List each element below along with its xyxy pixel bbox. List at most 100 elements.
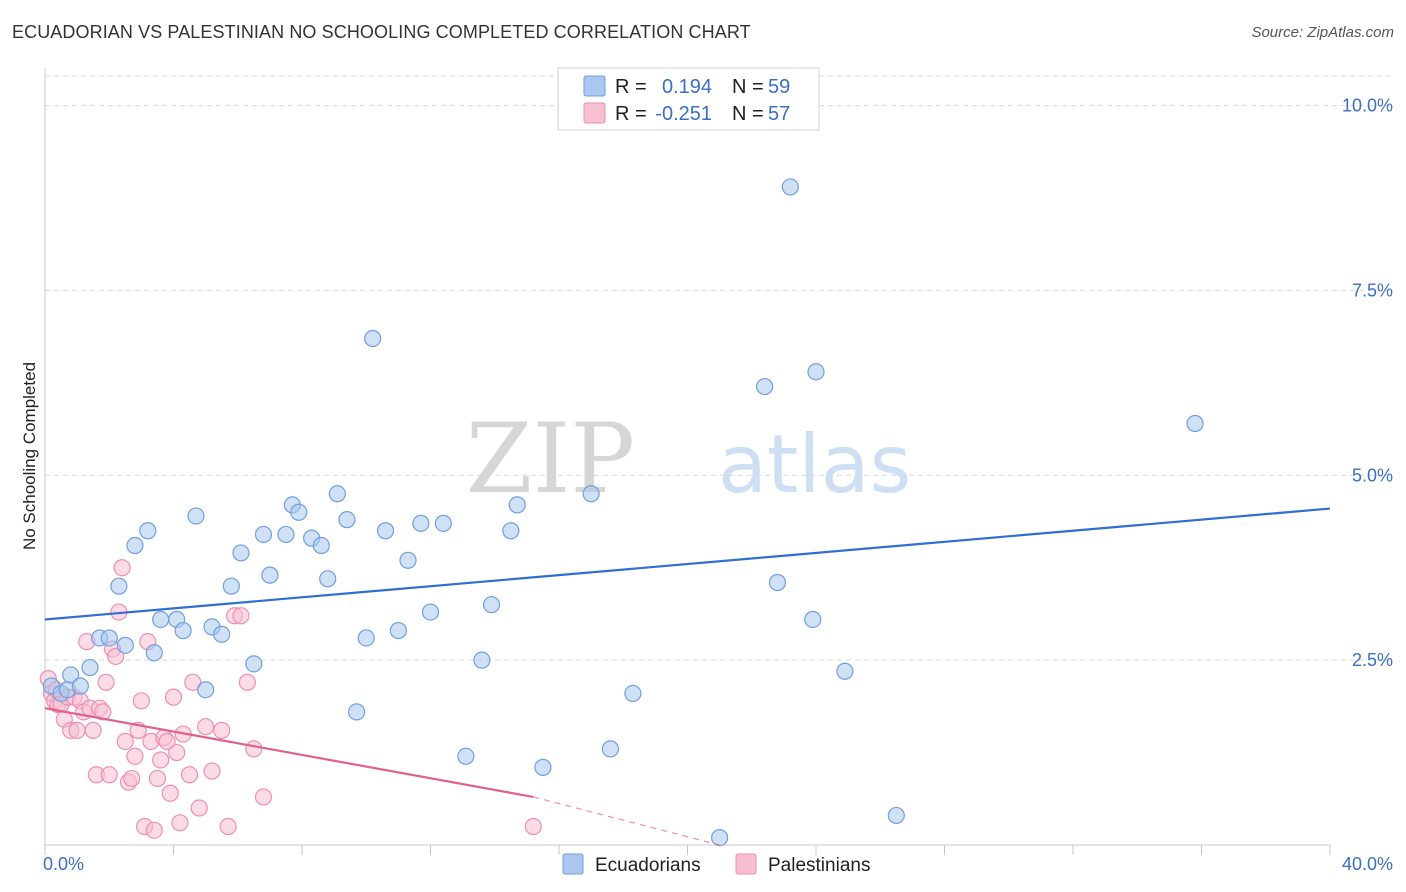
ecuadorians-point bbox=[887, 806, 905, 825]
palestinians-point bbox=[161, 784, 179, 802]
ecuadorians-point bbox=[110, 577, 128, 595]
palestinians-point bbox=[219, 817, 237, 836]
palestinians-point bbox=[197, 718, 215, 736]
ecuadorians-point bbox=[768, 573, 787, 592]
palestinians-trend-extension bbox=[533, 796, 720, 846]
palestinians-point bbox=[203, 762, 221, 780]
ecuadorians-point bbox=[174, 621, 192, 640]
watermark-atlas: atlas bbox=[718, 418, 911, 511]
ecuadorians-point bbox=[412, 514, 430, 532]
ecuadorians-point bbox=[145, 644, 163, 662]
y-tick-label: 10.0% bbox=[1342, 96, 1393, 116]
palestinians-point bbox=[168, 743, 186, 762]
ecuadorians-point bbox=[126, 536, 144, 555]
ecuadorians-point bbox=[434, 514, 452, 532]
source-label: Source: ZipAtlas.com bbox=[1251, 24, 1394, 41]
palestinians-point bbox=[152, 751, 170, 769]
y-tick-label: 2.5% bbox=[1352, 650, 1393, 670]
ecuadorians-point bbox=[348, 703, 366, 721]
ecuadorians-point bbox=[624, 684, 642, 703]
palestinians-legend-swatch bbox=[583, 102, 606, 124]
palestinians-n-label: N = bbox=[732, 103, 764, 125]
palestinians-point bbox=[164, 688, 183, 706]
palestinians-point bbox=[113, 559, 131, 577]
palestinians-point bbox=[145, 821, 163, 839]
ecuadorians-point bbox=[232, 544, 250, 562]
palestinians-r-value: -0.251 bbox=[655, 103, 712, 125]
tick-labels: 2.5% 5.0% 7.5% 10.0% 0.0% 40.0% bbox=[43, 96, 1393, 874]
palestinians-point bbox=[232, 607, 250, 625]
ecuadorians-point bbox=[338, 511, 356, 529]
ecuadorians-point bbox=[187, 507, 205, 525]
stats-legend: R = 0.194 N = 59 R = -0.251 N = 57 bbox=[557, 67, 820, 131]
ecuadorians-point bbox=[222, 577, 240, 595]
ecuadorians-point bbox=[389, 621, 407, 640]
y-tick-label: 7.5% bbox=[1352, 280, 1393, 300]
palestinians-point bbox=[190, 799, 208, 817]
palestinians-point bbox=[126, 747, 144, 765]
ecuadorians-point bbox=[357, 629, 375, 647]
palestinians-point bbox=[68, 721, 86, 739]
palestinians-trend-line bbox=[44, 707, 534, 799]
trend-lines bbox=[44, 507, 1331, 846]
ecuadorians-point bbox=[245, 655, 263, 673]
palestinians-point bbox=[97, 673, 115, 691]
y-axis-title: No Schooling Completed bbox=[20, 362, 39, 550]
ecuadorians-point bbox=[139, 522, 157, 540]
palestinians-point bbox=[100, 766, 118, 784]
chart-title: ECUADORIAN VS PALESTINIAN NO SCHOOLING C… bbox=[12, 22, 751, 42]
palestinians-point bbox=[107, 647, 125, 666]
y-tick-label: 5.0% bbox=[1352, 465, 1393, 485]
ecuadorians-r-value: 0.194 bbox=[662, 76, 712, 98]
palestinians-point bbox=[116, 732, 134, 751]
ecuadorians-legend-swatch bbox=[583, 75, 606, 97]
palestinians-point bbox=[84, 721, 102, 739]
watermark-zip: ZIP bbox=[466, 403, 635, 515]
ecuadorians-point bbox=[1186, 414, 1204, 433]
palestinians-point bbox=[524, 817, 542, 836]
ecuadorians-point bbox=[482, 596, 501, 614]
palestinians-point bbox=[180, 766, 199, 784]
ecuadorians-point bbox=[277, 525, 295, 544]
ecuadorians-point bbox=[755, 377, 774, 396]
watermark: ZIP atlas bbox=[466, 403, 912, 515]
ecuadorians-point bbox=[836, 662, 854, 680]
series-legend: Ecuadorians Palestinians bbox=[562, 853, 870, 876]
palestinians-r-label: R = bbox=[615, 103, 647, 125]
ecuadorians-point bbox=[804, 610, 822, 629]
ecuadorians-n-label: N = bbox=[732, 76, 764, 98]
ecuadorians-bottom-swatch bbox=[562, 853, 584, 875]
ecuadorians-point bbox=[152, 610, 170, 629]
ecuadorians-r-label: R = bbox=[615, 76, 647, 98]
ecuadorians-point bbox=[261, 566, 279, 584]
ecuadorians-point bbox=[781, 178, 799, 196]
x-tick-label: 0.0% bbox=[43, 854, 84, 874]
palestinians-n-value: 57 bbox=[768, 103, 790, 125]
ecuadorians-point bbox=[807, 363, 825, 381]
palestinians-point bbox=[254, 788, 273, 806]
palestinians-point bbox=[158, 732, 176, 751]
grid-lines bbox=[45, 75, 1390, 661]
ecuadorians-point bbox=[399, 551, 417, 569]
palestinians-point bbox=[148, 769, 167, 788]
ecuadorians-point bbox=[319, 570, 337, 588]
palestinians-point bbox=[94, 703, 112, 721]
palestinians-point bbox=[238, 673, 256, 691]
palestinians-points bbox=[39, 559, 542, 839]
ecuadorians-point bbox=[582, 485, 600, 503]
ecuadorians-point bbox=[421, 603, 440, 621]
palestinians-point bbox=[213, 721, 231, 739]
palestinians-bottom-swatch bbox=[735, 853, 757, 875]
ecuadorians-points bbox=[42, 178, 1204, 847]
ecuadorians-point bbox=[457, 747, 475, 765]
ecuadorians-point bbox=[711, 829, 729, 847]
ecuadorians-point bbox=[116, 636, 134, 654]
ecuadorians-point bbox=[502, 522, 520, 540]
ecuadorians-trend-line bbox=[44, 507, 1331, 621]
ecuadorians-point bbox=[290, 503, 308, 521]
ecuadorians-point bbox=[312, 536, 330, 555]
x-tick-label: 40.0% bbox=[1342, 854, 1393, 874]
ecuadorians-point bbox=[254, 525, 273, 544]
ecuadorians-point bbox=[213, 625, 231, 643]
